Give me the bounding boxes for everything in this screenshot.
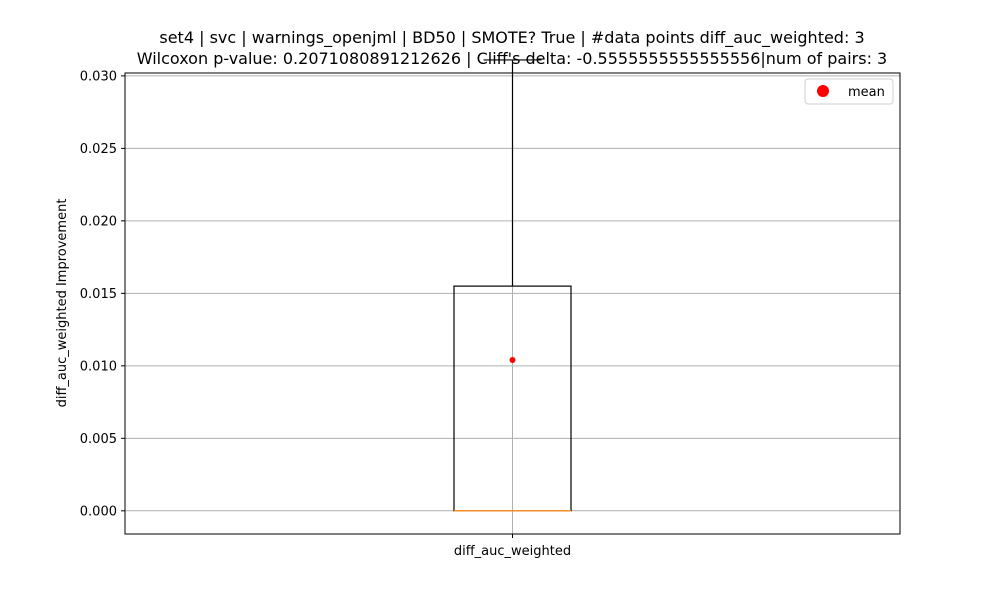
y-axis-ticks: 0.000 0.005 0.010 0.015 0.020 0.025 0.030 — [80, 69, 125, 519]
legend: mean — [804, 78, 894, 105]
y-tick-label: 0.015 — [80, 287, 117, 302]
y-tick-label: 0.005 — [80, 432, 117, 447]
x-axis-ticks: diff_auc_weighted — [454, 534, 571, 559]
legend-mean-label: mean — [848, 85, 885, 100]
y-tick-label: 0.010 — [80, 359, 117, 374]
y-tick-label: 0.020 — [80, 214, 117, 229]
legend-frame — [804, 78, 894, 105]
y-tick-label: 0.025 — [80, 142, 117, 157]
chart-title-line1: set4 | svc | warnings_openjml | BD50 | S… — [159, 28, 864, 48]
legend-mean-marker — [817, 85, 829, 97]
box-plot — [453, 59, 572, 512]
y-tick-label: 0.030 — [80, 69, 117, 84]
chart-title-line2: Wilcoxon p-value: 0.2071080891212626 | C… — [137, 49, 887, 68]
x-tick-label: diff_auc_weighted — [454, 544, 571, 559]
mean-marker — [509, 357, 516, 364]
y-axis-label: diff_auc_weighted Improvement — [55, 199, 70, 408]
plot-frame — [124, 72, 901, 535]
y-tick-label: 0.000 — [80, 504, 117, 519]
